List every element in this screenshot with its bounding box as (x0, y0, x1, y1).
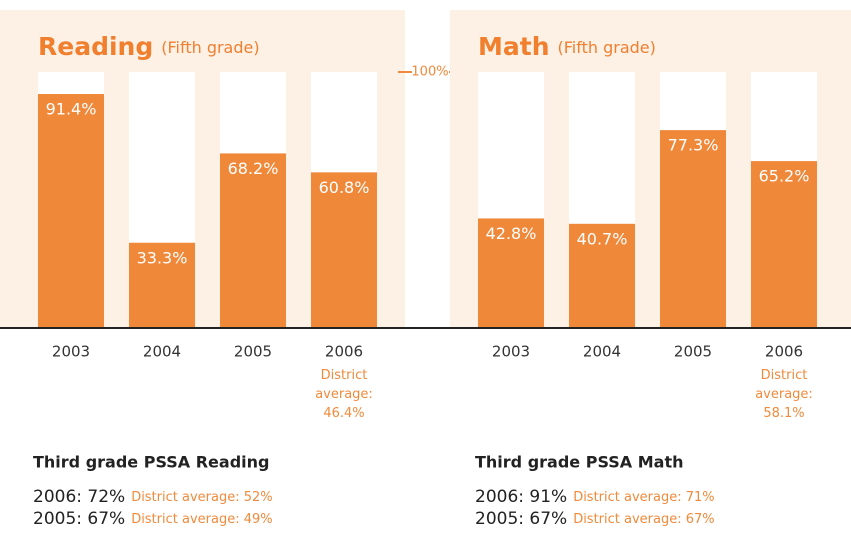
x-tick-label: 2006 (325, 343, 363, 361)
section-title: Third grade PSSA Reading (33, 453, 269, 472)
value-label: 68.2% (228, 159, 279, 178)
district-average: District average: 52% (131, 490, 272, 505)
subtitle: (Fifth grade) (161, 38, 259, 57)
bar (569, 223, 635, 328)
annotation: District average: 58.1% (755, 368, 813, 421)
bar (478, 218, 544, 328)
district-average: District average: 67% (573, 512, 714, 527)
result: 2006: 72% (33, 487, 125, 507)
chart-title: Reading (Fifth grade) (38, 32, 260, 61)
value-label: 60.8% (319, 178, 370, 197)
x-tick-label: 2003 (52, 343, 90, 361)
value-label: 33.3% (137, 248, 188, 267)
bar (129, 242, 195, 328)
x-tick-label: 2004 (143, 343, 181, 361)
result-row: 2006: 72% District average: 52% (33, 487, 273, 507)
x-tick-label: 2003 (492, 343, 530, 361)
district-average: District average: 49% (131, 512, 272, 527)
value-label: 40.7% (577, 229, 628, 248)
y-tick-label: 100% (411, 65, 448, 80)
title: Reading (38, 32, 153, 61)
annotation: District average: 46.4% (315, 368, 373, 421)
x-tick-label: 2005 (674, 343, 712, 361)
x-tick-label: 2005 (234, 343, 272, 361)
result: 2006: 91% (475, 487, 567, 507)
bar (38, 94, 104, 329)
title: Math (478, 32, 550, 61)
value-label: 42.8% (486, 224, 537, 243)
result-row: 2005: 67% District average: 67% (475, 509, 715, 529)
chart-title: Math (Fifth grade) (478, 32, 656, 61)
bar (220, 153, 286, 328)
bar (751, 161, 817, 328)
result: 2005: 67% (33, 509, 125, 529)
result: 2005: 67% (475, 509, 567, 529)
section-title: Third grade PSSA Math (475, 453, 683, 472)
result-row: 2006: 91% District average: 71% (475, 487, 715, 507)
district-average: District average: 71% (573, 490, 714, 505)
bar (311, 172, 377, 328)
x-tick-label: 2004 (583, 343, 621, 361)
subtitle: (Fifth grade) (558, 38, 656, 57)
value-label: 77.3% (668, 136, 719, 155)
bar (660, 130, 726, 328)
value-label: 65.2% (759, 167, 810, 186)
value-label: 91.4% (46, 100, 97, 119)
x-tick-label: 2006 (765, 343, 803, 361)
result-row: 2005: 67% District average: 49% (33, 509, 273, 529)
